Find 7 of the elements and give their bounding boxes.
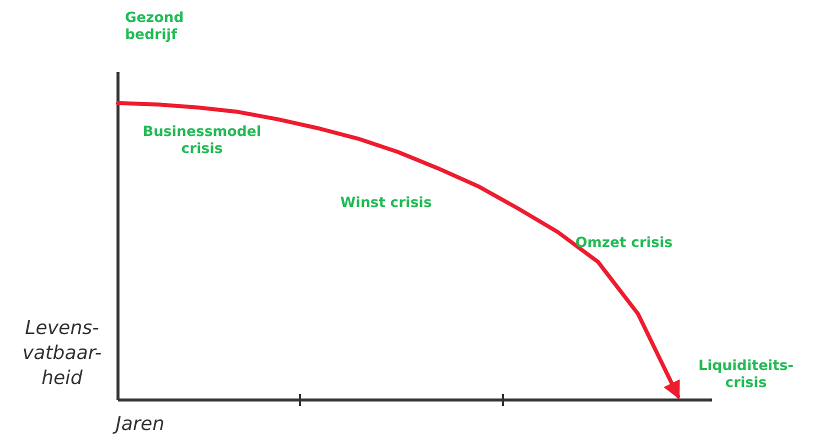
annotation: Liquiditeits-crisis [698,358,794,391]
text: Gezond bedrijf [125,10,184,43]
annotation: Businessmodel crisis [142,124,262,157]
annotation: Omzet crisis [575,235,673,251]
annotation: Winst crisis [340,195,432,211]
y-axis-title: Levens-vatbaar-heid [22,317,102,389]
x-axis-title: Jaren [112,413,164,435]
